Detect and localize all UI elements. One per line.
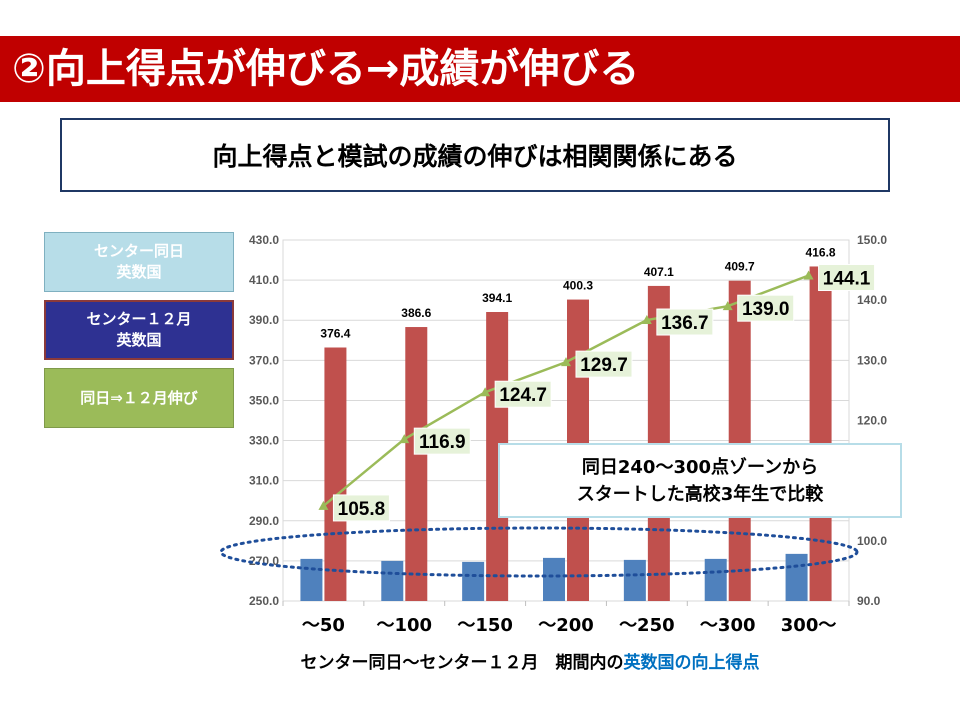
right-axis-tick: 140.0 [857, 293, 887, 307]
bar-december-label: 400.3 [563, 279, 593, 293]
left-axis-tick: 370.0 [249, 353, 279, 367]
growth-marker [803, 270, 814, 280]
bar-same-day [300, 558, 323, 601]
highlight-ellipse [219, 526, 859, 578]
right-axis-tick: 130.0 [857, 353, 887, 367]
callout-line-2: スタートした高校3年生で比較 [576, 483, 824, 505]
growth-label-bg [494, 380, 552, 408]
bar-december-label: 407.1 [644, 265, 674, 279]
growth-marker [399, 434, 410, 444]
slide-title: ②向上得点が伸びる→成績が伸びる [12, 46, 640, 92]
growth-label: 105.8 [338, 499, 386, 520]
legend-december: センター１２月 英数国 [44, 300, 234, 360]
category-label: ～200 [538, 615, 594, 636]
category-label: 300～ [781, 615, 837, 636]
category-label: ～50 [302, 615, 345, 636]
bar-same-day [704, 558, 727, 601]
callout-line-1: 同日240～300点ゾーンから [581, 456, 819, 478]
bar-same-day [381, 560, 404, 601]
bar-december [728, 280, 751, 601]
bar-december [324, 347, 347, 601]
bar-december-label: 386.6 [401, 306, 431, 320]
caption-part-1: センター同日～センター１２月 期間内の [300, 653, 624, 673]
right-axis-tick: 120.0 [857, 414, 887, 428]
bar-same-day [623, 559, 646, 601]
category-label: ～300 [700, 615, 756, 636]
legend-same-day-line-2: 英数国 [116, 263, 162, 281]
bar-december [809, 266, 832, 601]
title-bar: ②向上得点が伸びる→成績が伸びる [0, 36, 960, 102]
bar-same-day [543, 557, 565, 601]
legend-same-day: センター同日 英数国 [44, 232, 234, 292]
subtitle-text: 向上得点と模試の成績の伸びは相関関係にある [212, 142, 738, 171]
bar-december-label: 409.7 [725, 260, 755, 274]
callout-box: 同日240～300点ゾーンから スタートした高校3年生で比較 [498, 443, 902, 518]
bar-december-label: 416.8 [806, 245, 836, 259]
bar-same-day [785, 553, 808, 601]
right-axis-tick: 100.0 [857, 534, 887, 548]
plot-area [282, 239, 850, 602]
left-axis-tick: 270.0 [249, 554, 279, 568]
left-axis-tick: 330.0 [249, 434, 279, 448]
left-axis-tick: 410.0 [249, 273, 279, 287]
subtitle-box: 向上得点と模試の成績の伸びは相関関係にある [60, 118, 890, 192]
legend-december-line-1: センター１２月 [86, 310, 192, 328]
left-axis-tick: 290.0 [249, 514, 279, 528]
caption: センター同日～センター１２月 期間内の英数国の向上得点 [160, 648, 900, 673]
growth-marker [480, 387, 491, 397]
legend-same-day-line-1: センター同日 [93, 242, 184, 260]
growth-label-bg [575, 350, 633, 378]
growth-marker [722, 301, 733, 311]
caption-part-2: 英数国の向上得点 [623, 653, 760, 673]
bar-december-label: 394.1 [482, 291, 512, 305]
growth-marker [641, 315, 652, 325]
left-axis-tick: 350.0 [249, 393, 279, 407]
left-axis-tick: 310.0 [249, 474, 279, 488]
bar-december [405, 327, 428, 601]
growth-marker [318, 500, 329, 510]
growth-label: 144.1 [823, 268, 871, 289]
left-axis-tick: 430.0 [249, 233, 279, 247]
growth-label: 124.7 [499, 385, 547, 406]
right-axis-tick: 90.0 [857, 594, 881, 608]
growth-label-bg [332, 494, 390, 522]
bar-same-day [462, 561, 485, 601]
left-axis-tick: 390.0 [249, 313, 279, 327]
category-label: ～150 [457, 615, 513, 636]
bar-december-label: 376.4 [320, 326, 350, 340]
left-axis-tick: 250.0 [249, 594, 279, 608]
legend-growth-label: 同日⇒１２月伸び [80, 388, 198, 407]
growth-label: 136.7 [661, 313, 709, 334]
growth-label-bg [413, 427, 471, 455]
growth-label: 116.9 [419, 432, 466, 453]
growth-label: 129.7 [580, 355, 628, 376]
legend-growth: 同日⇒１２月伸び [44, 368, 234, 428]
growth-label-bg [656, 308, 714, 336]
growth-label-bg [737, 294, 795, 322]
right-axis-tick: 150.0 [857, 233, 887, 247]
legend-december-line-2: 英数国 [116, 331, 162, 349]
growth-label-bg [818, 263, 876, 291]
growth-marker [561, 357, 571, 367]
category-label: ～100 [376, 615, 432, 636]
category-label: ～250 [619, 615, 675, 636]
growth-label: 139.0 [742, 299, 790, 320]
